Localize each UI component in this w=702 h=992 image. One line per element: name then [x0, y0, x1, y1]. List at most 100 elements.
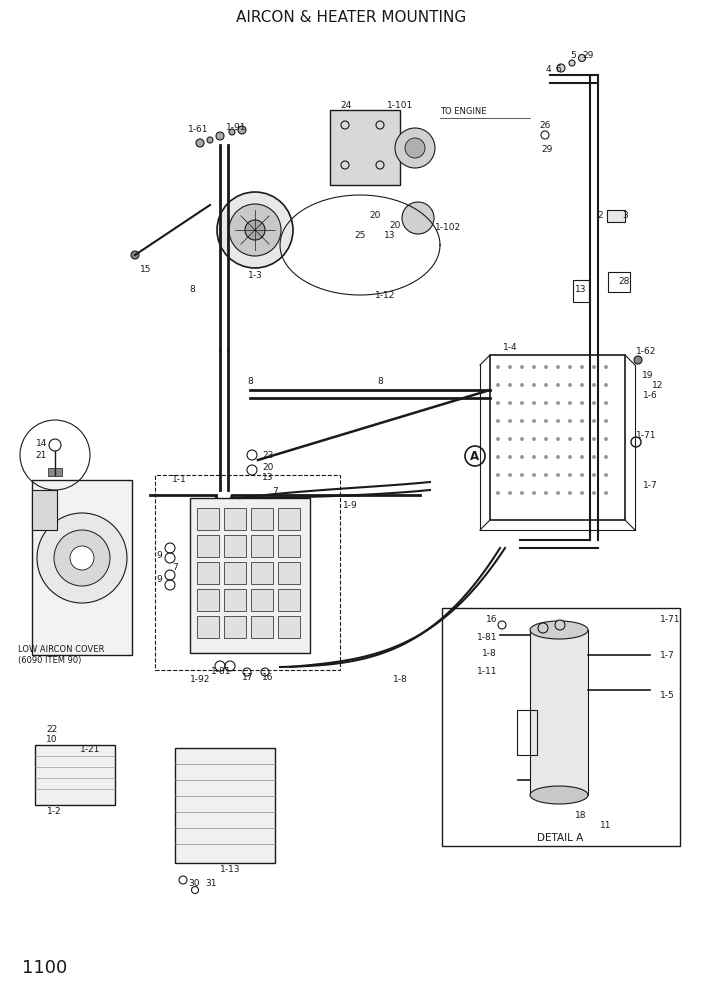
Circle shape [556, 365, 560, 369]
Text: 1-7: 1-7 [642, 480, 657, 489]
Circle shape [592, 491, 596, 495]
Circle shape [580, 455, 584, 459]
Circle shape [508, 455, 512, 459]
Text: 1-7: 1-7 [660, 651, 675, 660]
Circle shape [538, 623, 548, 633]
Circle shape [544, 491, 548, 495]
Bar [155, 475, 340, 670]
Circle shape [556, 383, 560, 387]
Text: AIRCON & HEATER MOUNTING: AIRCON & HEATER MOUNTING [236, 11, 466, 26]
Text: 12: 12 [652, 381, 663, 390]
Text: 1100: 1100 [22, 959, 67, 977]
Text: 22: 22 [46, 725, 58, 734]
Circle shape [532, 437, 536, 441]
Circle shape [592, 455, 596, 459]
Circle shape [604, 383, 608, 387]
Circle shape [496, 455, 500, 459]
Circle shape [568, 455, 572, 459]
Bar [607, 210, 625, 222]
Text: 15: 15 [140, 266, 152, 275]
Circle shape [592, 383, 596, 387]
Circle shape [592, 419, 596, 423]
Bar [278, 616, 300, 638]
Circle shape [54, 530, 110, 586]
Text: 1-9: 1-9 [343, 501, 357, 510]
Text: 7: 7 [272, 487, 278, 497]
Circle shape [196, 139, 204, 147]
Circle shape [604, 401, 608, 405]
Text: 1-81: 1-81 [211, 668, 231, 677]
Text: 20: 20 [262, 462, 273, 471]
Circle shape [496, 473, 500, 477]
Circle shape [532, 383, 536, 387]
Text: 16: 16 [263, 674, 274, 682]
Circle shape [532, 473, 536, 477]
Circle shape [520, 365, 524, 369]
Text: 13: 13 [262, 473, 274, 482]
Bar [517, 710, 537, 755]
Text: 29: 29 [582, 51, 593, 60]
Ellipse shape [530, 621, 588, 639]
Text: 1-11: 1-11 [477, 668, 497, 677]
Bar [32, 490, 57, 530]
Circle shape [544, 419, 548, 423]
Text: 1-71: 1-71 [660, 615, 680, 625]
Circle shape [580, 491, 584, 495]
Circle shape [520, 419, 524, 423]
Text: 8: 8 [247, 378, 253, 387]
Text: 18: 18 [575, 810, 586, 819]
Bar [251, 616, 273, 638]
Circle shape [592, 401, 596, 405]
Circle shape [544, 437, 548, 441]
Bar [197, 535, 219, 557]
Text: 1-102: 1-102 [435, 223, 461, 232]
Circle shape [557, 64, 565, 72]
Circle shape [131, 251, 139, 259]
Text: 1-81: 1-81 [477, 634, 497, 643]
Circle shape [592, 365, 596, 369]
Text: 29: 29 [541, 146, 552, 155]
Circle shape [556, 437, 560, 441]
Text: 2: 2 [597, 210, 603, 219]
Circle shape [580, 365, 584, 369]
Circle shape [544, 383, 548, 387]
Circle shape [580, 383, 584, 387]
Text: 10: 10 [46, 734, 58, 743]
Circle shape [544, 401, 548, 405]
Text: 25: 25 [355, 230, 366, 239]
Bar [197, 562, 219, 584]
Circle shape [568, 437, 572, 441]
Circle shape [604, 365, 608, 369]
Circle shape [496, 437, 500, 441]
Circle shape [556, 401, 560, 405]
Circle shape [556, 491, 560, 495]
Circle shape [568, 419, 572, 423]
Text: 13: 13 [384, 230, 396, 239]
Text: 1-61: 1-61 [187, 126, 208, 135]
Circle shape [556, 419, 560, 423]
Circle shape [229, 204, 281, 256]
Circle shape [245, 220, 265, 240]
Text: 1-101: 1-101 [387, 100, 413, 109]
Circle shape [70, 546, 94, 570]
Circle shape [496, 365, 500, 369]
Bar [224, 535, 246, 557]
Text: 1-8: 1-8 [482, 649, 497, 658]
Text: 5: 5 [570, 51, 576, 60]
Circle shape [520, 473, 524, 477]
Circle shape [604, 455, 608, 459]
Text: 1-5: 1-5 [660, 690, 675, 699]
Text: 1-62: 1-62 [636, 347, 656, 356]
Text: A: A [470, 449, 479, 462]
Text: 11: 11 [600, 820, 611, 829]
Circle shape [578, 55, 585, 62]
Bar [330, 110, 400, 185]
Circle shape [238, 126, 246, 134]
Text: 14: 14 [36, 438, 47, 447]
Bar [573, 280, 589, 302]
Circle shape [405, 138, 425, 158]
Bar [251, 508, 273, 530]
Text: 20: 20 [390, 220, 401, 229]
Circle shape [402, 202, 434, 234]
Text: 4: 4 [545, 65, 551, 74]
